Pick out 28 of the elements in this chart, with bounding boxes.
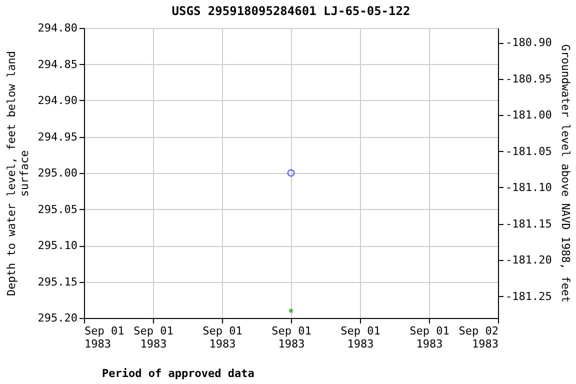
x-tick-label: Sep 01 1983 <box>84 324 124 350</box>
y2-axis-title: Groundwater level above NAVD 1988, feet <box>558 44 572 303</box>
text: Period of approved data <box>102 367 254 380</box>
y-tick-label: 294.90 <box>38 94 78 107</box>
y2-tick-label: -181.05 <box>506 144 552 158</box>
y-tick-label: 295.00 <box>38 166 78 180</box>
y-tick-label: 295.10 <box>38 239 78 252</box>
y-tick-label: 295.05 <box>38 202 78 216</box>
y-tick-label: 295.15 <box>38 275 78 288</box>
y-tick-label: 295.20 <box>38 312 78 324</box>
y2-tick-label: -180.95 <box>506 72 552 86</box>
x-tick-label: Sep 01 1983 <box>272 324 312 350</box>
y-tick-label: 294.80 <box>38 22 78 34</box>
y2-tick-label: -181.25 <box>506 290 552 303</box>
y-tick-label: 294.85 <box>38 58 78 71</box>
y2-tick-label: -181.00 <box>506 108 552 122</box>
y2-tick-label: -180.90 <box>506 36 552 49</box>
y2-tick-label: -181.20 <box>506 254 552 266</box>
chart-title: USGS 295918095284601 LJ-65-05-122 <box>172 4 410 18</box>
x-tick-label: Sep 01 1983 <box>340 324 380 350</box>
y2-tick-label: -181.10 <box>506 181 552 194</box>
x-tick-label: Sep 01 1983 <box>202 324 242 350</box>
y-axis-title: Depth to water level, feet below land surface <box>4 50 31 296</box>
x-tick-label: Sep 01 1983 <box>134 324 174 350</box>
x-tick-label: Sep 01 1983 <box>410 324 450 350</box>
x-tick-label: Sep 02 1983 <box>458 324 498 350</box>
y-tick-label: 294.95 <box>38 130 78 144</box>
y2-tick-label: -181.15 <box>506 217 552 230</box>
